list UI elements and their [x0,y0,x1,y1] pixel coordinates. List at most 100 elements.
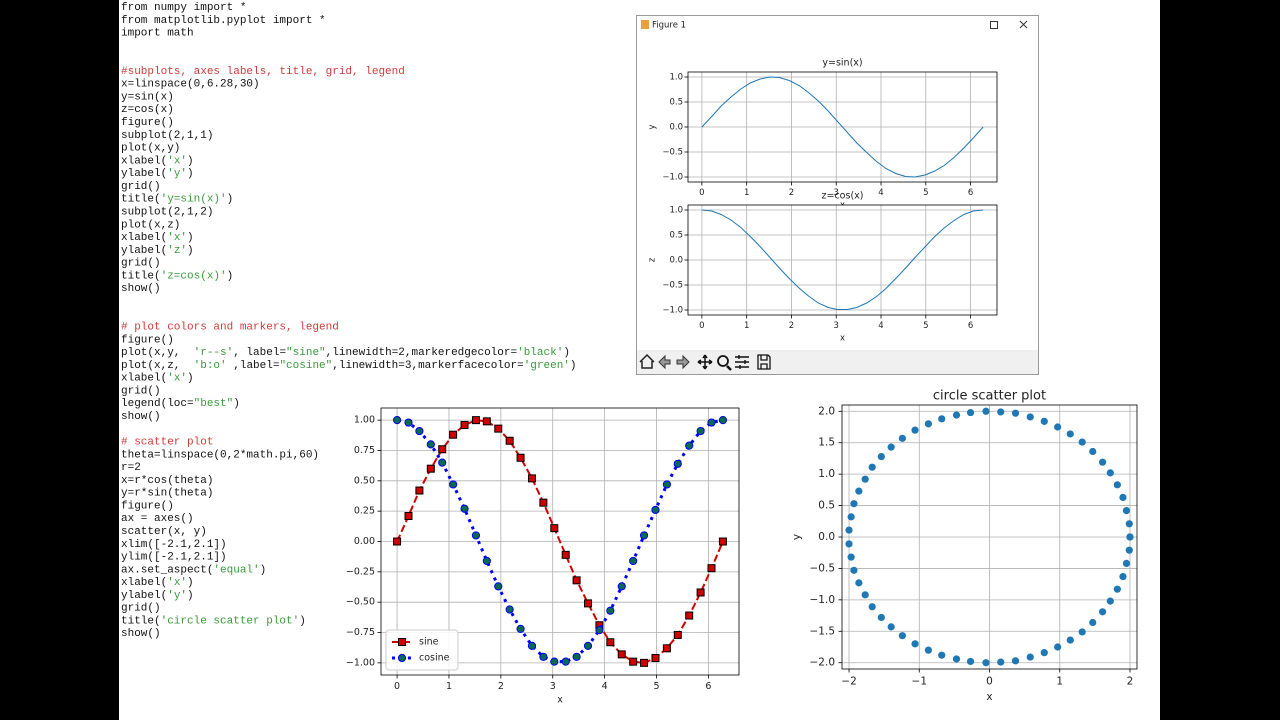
code-line: x=linspace(0,6.28,30) [121,79,260,91]
point [952,655,961,663]
code-line: plot(x,z) [121,219,180,231]
x-tick-label: 1 [744,321,749,331]
maximize-button[interactable] [990,21,998,29]
y-tick-label: 0.50 [354,475,375,486]
point [1066,636,1074,644]
zoom-button[interactable] [717,355,729,367]
code-line: subplot(2,1,1) [121,130,213,142]
code-token: ylabel( [121,245,167,257]
code-token: 'x' [167,373,187,385]
forward-button[interactable] [676,354,690,370]
code-token: 'y=sin(x)' [161,194,227,206]
point [1078,438,1086,446]
code-token: ) [227,270,234,282]
y-tick-label: 1.5 [818,437,835,449]
code-line: from matplotlib.pyplot import * [121,15,326,27]
code-line: grid() [121,258,161,270]
point [850,566,858,574]
code-token: ) [570,360,577,372]
point [938,651,946,659]
y-tick-label: −0.5 [662,148,683,158]
y-tick-label: 0.0 [818,531,835,543]
code-token: grid() [121,603,161,615]
marker [393,537,402,546]
x-tick-label: 2 [789,188,794,198]
marker [482,417,491,426]
marker [438,458,447,467]
back-button[interactable] [658,354,671,370]
marker [696,426,705,436]
marker [471,531,481,540]
x-tick-label: 5 [653,681,659,692]
point [855,579,863,587]
x-tick-label: 0 [699,188,704,198]
x-tick-label: 5 [923,321,928,331]
code-line: title('circle scatter plot') [121,615,306,627]
code-line: legend(loc="best") [121,398,240,410]
point [861,475,869,483]
point [1040,649,1048,657]
point [1026,653,1034,661]
marker [438,445,447,454]
y-tick-label: 1.0 [669,73,683,83]
code-line: from numpy import * [121,2,246,14]
code-token: 'circle scatter plot' [161,615,300,627]
code-line: y=sin(x) [121,91,174,103]
home-button[interactable] [639,353,655,369]
marker [415,486,424,495]
point [847,513,855,521]
code-line: xlim([-2.1,2.1]) [121,539,227,551]
marker [617,650,626,659]
marker [527,641,537,650]
configure-button[interactable] [735,355,749,369]
code-line: show() [121,283,161,295]
code-line: plot(x,y, 'r--s', label="sine",linewidth… [121,347,570,359]
code-token: 'z' [167,245,187,257]
x-tick-label: 0 [394,681,400,692]
code-token: from numpy import * [121,2,246,14]
code-line: theta=linspace(0,2*math.pi,60) [121,449,319,461]
y-tick-label: −1.0 [662,306,683,316]
point [877,613,885,622]
marker [550,657,559,666]
code-token: xlabel( [121,155,167,167]
point [898,434,907,442]
code-token: figure() [121,117,174,129]
x-tick-label: 2 [1127,676,1134,688]
x-axis-label: x [557,695,563,706]
code-token: theta=linspace(0,2*math.pi,60) [121,449,319,461]
marker [651,654,660,663]
code-token: scatter(x, y) [121,526,207,538]
point [1098,608,1107,616]
code-token: x=linspace(0,6.28,30) [121,79,260,91]
y-tick-label: 0.0 [669,123,683,133]
code-token: y=sin(x) [121,91,174,103]
y-tick-label: −1.0 [810,594,836,606]
code-token: show() [121,411,161,423]
point [861,591,869,599]
marker [392,416,402,425]
marker [673,630,682,639]
marker [707,418,716,427]
y-tick-label: 0.5 [818,500,835,512]
point [887,443,895,451]
point [966,657,975,666]
marker [673,459,682,468]
close-button[interactable] [1019,20,1028,29]
code-token: ) [187,590,194,602]
point [1078,628,1086,636]
code-token: ax.set_aspect( [121,564,213,576]
y-tick-label: 0.25 [354,506,375,517]
x-tick-label: 1 [1056,676,1063,688]
save-button[interactable] [757,354,771,370]
point [1125,520,1133,528]
pan-button[interactable] [697,354,713,370]
code-line: figure() [121,117,174,129]
y-tick-label: −0.25 [346,566,375,577]
y-tick-label: 2.0 [818,405,835,417]
marker [629,657,638,666]
marker [460,420,469,429]
x-tick-label: 0 [986,676,993,688]
point [1125,546,1133,554]
